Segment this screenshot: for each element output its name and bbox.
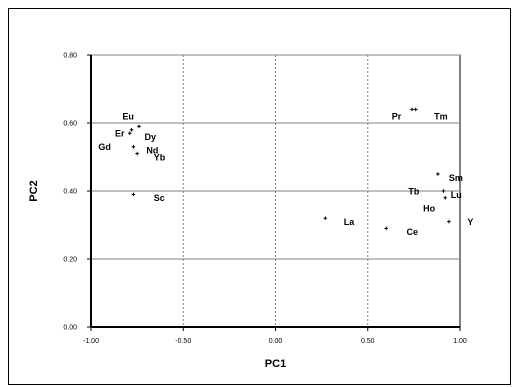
x-tick-label: 0.50 — [361, 338, 375, 345]
point-label: Pr — [392, 112, 402, 122]
point-label: Sm — [449, 173, 463, 183]
x-axis-title: PC1 — [265, 358, 286, 370]
y-axis-title: PC2 — [28, 180, 40, 201]
data-points — [127, 107, 451, 231]
point-label: Lu — [451, 190, 462, 200]
data-point — [436, 172, 440, 176]
y-tick-label: 0.00 — [63, 325, 77, 332]
data-point — [384, 226, 388, 231]
point-label: Yb — [154, 152, 166, 162]
x-tick-label: 1.00 — [453, 338, 467, 345]
data-point — [131, 192, 136, 197]
data-point — [127, 131, 132, 135]
ticks: -1.00 -0.50 0.00 0.50 1.00 0.00 0.20 0.40 0.60 0.… — [63, 53, 467, 346]
x-tick-label: -1.00 — [83, 338, 99, 345]
point-label: Tm — [434, 112, 448, 122]
data-point — [129, 128, 134, 132]
point-label: Eu — [122, 112, 134, 122]
data-point — [447, 219, 451, 224]
data-point — [443, 196, 448, 200]
x-tick-label: 0.00 — [269, 338, 283, 345]
y-tick-label: 0.40 — [63, 189, 77, 196]
y-tick-label: 0.20 — [63, 257, 77, 264]
data-point — [135, 151, 139, 156]
point-label: Dy — [145, 132, 157, 142]
point-label: Ce — [406, 227, 418, 237]
point-label: Ho — [423, 203, 435, 213]
x-tick-label: -0.50 — [175, 338, 191, 345]
point-label: La — [344, 217, 355, 227]
grid — [91, 54, 460, 327]
data-point — [413, 107, 418, 112]
point-label: Nd — [146, 146, 158, 156]
data-point — [137, 124, 141, 129]
point-label: Sc — [154, 193, 165, 203]
data-point — [441, 189, 446, 193]
point-label: Er — [115, 129, 125, 139]
data-point — [131, 145, 136, 149]
point-label: Gd — [98, 142, 111, 152]
point-label: Tb — [408, 186, 419, 196]
point-label: Y — [467, 217, 473, 227]
y-tick-label: 0.60 — [63, 121, 77, 128]
data-point — [410, 107, 414, 112]
y-tick-label: 0.80 — [63, 53, 77, 60]
data-point — [323, 216, 328, 220]
